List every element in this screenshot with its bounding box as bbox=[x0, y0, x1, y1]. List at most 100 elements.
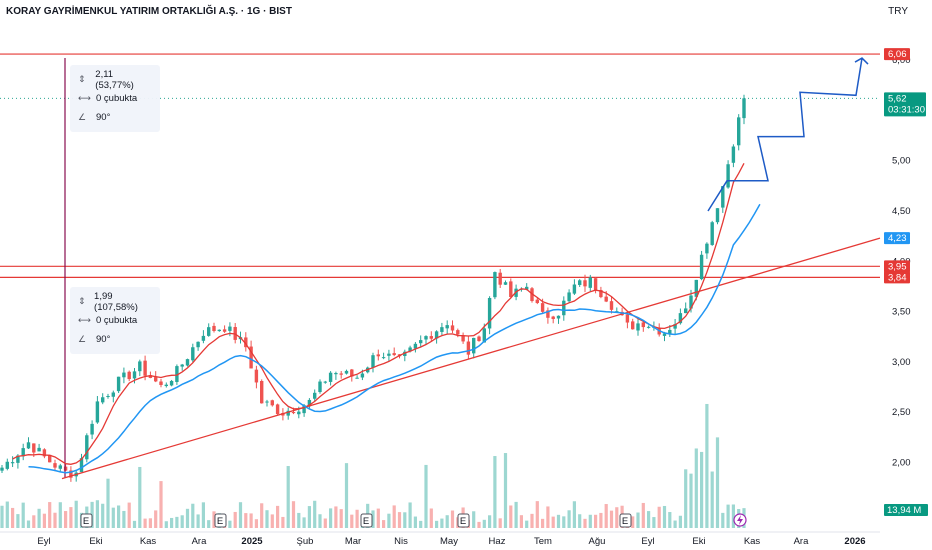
volume-bar bbox=[291, 501, 296, 528]
volume-bar bbox=[11, 507, 15, 528]
candle bbox=[344, 369, 349, 375]
volume-bar bbox=[260, 503, 264, 528]
bars-icon: ⟷ bbox=[78, 315, 91, 325]
volume-bar bbox=[700, 451, 704, 528]
candle-body bbox=[58, 465, 62, 469]
volume-bar bbox=[731, 504, 735, 528]
bars-icon: ⟷ bbox=[78, 93, 91, 103]
x-tick-label: Şub bbox=[297, 536, 314, 547]
measure-box-bottom[interactable]: ⇕ 1,99 (107,58%) ⟷ 0 çubukta ∠ 90° bbox=[70, 287, 160, 354]
candle-body bbox=[196, 341, 200, 348]
volume-bar bbox=[127, 502, 131, 528]
candle-body bbox=[530, 288, 534, 302]
candle-body bbox=[95, 401, 100, 423]
x-tick-label: Eyl bbox=[37, 536, 50, 547]
candle-body bbox=[10, 462, 15, 464]
level-price-tag: 3,84 bbox=[888, 272, 907, 283]
volume-bar bbox=[228, 520, 232, 528]
candle-body bbox=[48, 454, 52, 463]
volume-bar bbox=[440, 518, 444, 528]
y-tick-label: 3,00 bbox=[892, 357, 911, 368]
candle bbox=[69, 466, 73, 482]
volume-bar bbox=[551, 516, 555, 528]
volume-bar bbox=[53, 512, 57, 528]
x-tick-label: Eki bbox=[692, 536, 705, 547]
candle-body bbox=[297, 411, 301, 415]
candle-body bbox=[567, 292, 571, 302]
candle-body bbox=[371, 355, 375, 368]
volume-bar bbox=[392, 505, 396, 528]
measure-change: 2,11 (53,77%) bbox=[95, 68, 134, 91]
candle-body bbox=[169, 380, 174, 386]
volume-bar bbox=[318, 514, 322, 528]
candle-body bbox=[270, 400, 274, 406]
candle bbox=[164, 382, 168, 388]
volume-bar bbox=[472, 511, 476, 528]
candle-body bbox=[376, 354, 380, 357]
candle-body bbox=[556, 315, 561, 319]
candle bbox=[307, 398, 312, 409]
volume-bar bbox=[265, 510, 269, 528]
volume-bar bbox=[244, 513, 248, 528]
earnings-event-marker bbox=[619, 513, 632, 528]
candle-body bbox=[662, 333, 667, 336]
candle bbox=[185, 358, 190, 367]
candle bbox=[445, 320, 449, 334]
candle-body bbox=[69, 470, 73, 478]
candle-body bbox=[424, 336, 428, 340]
candle-body bbox=[32, 443, 36, 453]
candle-body bbox=[0, 467, 4, 471]
candle bbox=[588, 274, 592, 292]
candle bbox=[58, 463, 62, 472]
candle-body bbox=[244, 337, 248, 348]
volume-bar bbox=[212, 511, 216, 528]
candle-body bbox=[493, 272, 497, 298]
candle bbox=[673, 318, 677, 334]
candle-body bbox=[185, 359, 190, 366]
volume-bar bbox=[132, 520, 137, 528]
measure-angle: 90° bbox=[96, 112, 111, 123]
level-price-tag: 6,06 bbox=[888, 49, 907, 60]
candle-body bbox=[101, 397, 105, 403]
candle bbox=[334, 371, 338, 380]
candle-body bbox=[164, 384, 168, 387]
volume-bars bbox=[0, 403, 746, 528]
volume-bar bbox=[594, 514, 598, 528]
candle-body bbox=[212, 325, 216, 331]
volume-bar bbox=[397, 512, 402, 528]
candle-body bbox=[588, 277, 592, 288]
candle-body bbox=[122, 372, 126, 378]
volume-bar bbox=[684, 469, 688, 528]
volume-bar bbox=[562, 516, 566, 528]
trend-line bbox=[61, 237, 881, 480]
candle bbox=[90, 420, 94, 440]
volume-bar bbox=[413, 516, 417, 528]
earnings-event-label: E bbox=[363, 516, 369, 527]
currency-label[interactable]: TRY bbox=[888, 6, 908, 17]
volume-bar bbox=[387, 513, 391, 528]
volume-bar bbox=[678, 515, 682, 528]
candle bbox=[275, 403, 280, 415]
moving-average-red bbox=[12, 162, 745, 465]
candle bbox=[48, 454, 52, 463]
candle bbox=[699, 250, 704, 281]
candle bbox=[10, 456, 15, 468]
candle bbox=[556, 315, 561, 324]
volume-bar bbox=[721, 512, 725, 528]
candle bbox=[101, 393, 105, 405]
volume-bar bbox=[408, 502, 412, 528]
candle bbox=[0, 464, 4, 473]
volume-bar bbox=[498, 518, 502, 528]
candle bbox=[42, 448, 47, 459]
volume-bar bbox=[281, 516, 285, 528]
candle-body bbox=[509, 281, 513, 298]
candle-body bbox=[715, 208, 720, 223]
earnings-event-label: E bbox=[622, 516, 628, 527]
volume-bar bbox=[254, 519, 258, 528]
x-tick-label: Nis bbox=[394, 536, 408, 547]
volume-bar bbox=[673, 520, 677, 528]
measure-box-top[interactable]: ⇕ 2,11 (53,77%) ⟷ 0 çubukta ∠ 90° bbox=[70, 65, 160, 132]
earnings-event-label: E bbox=[217, 516, 223, 527]
volume-bar bbox=[159, 481, 163, 528]
